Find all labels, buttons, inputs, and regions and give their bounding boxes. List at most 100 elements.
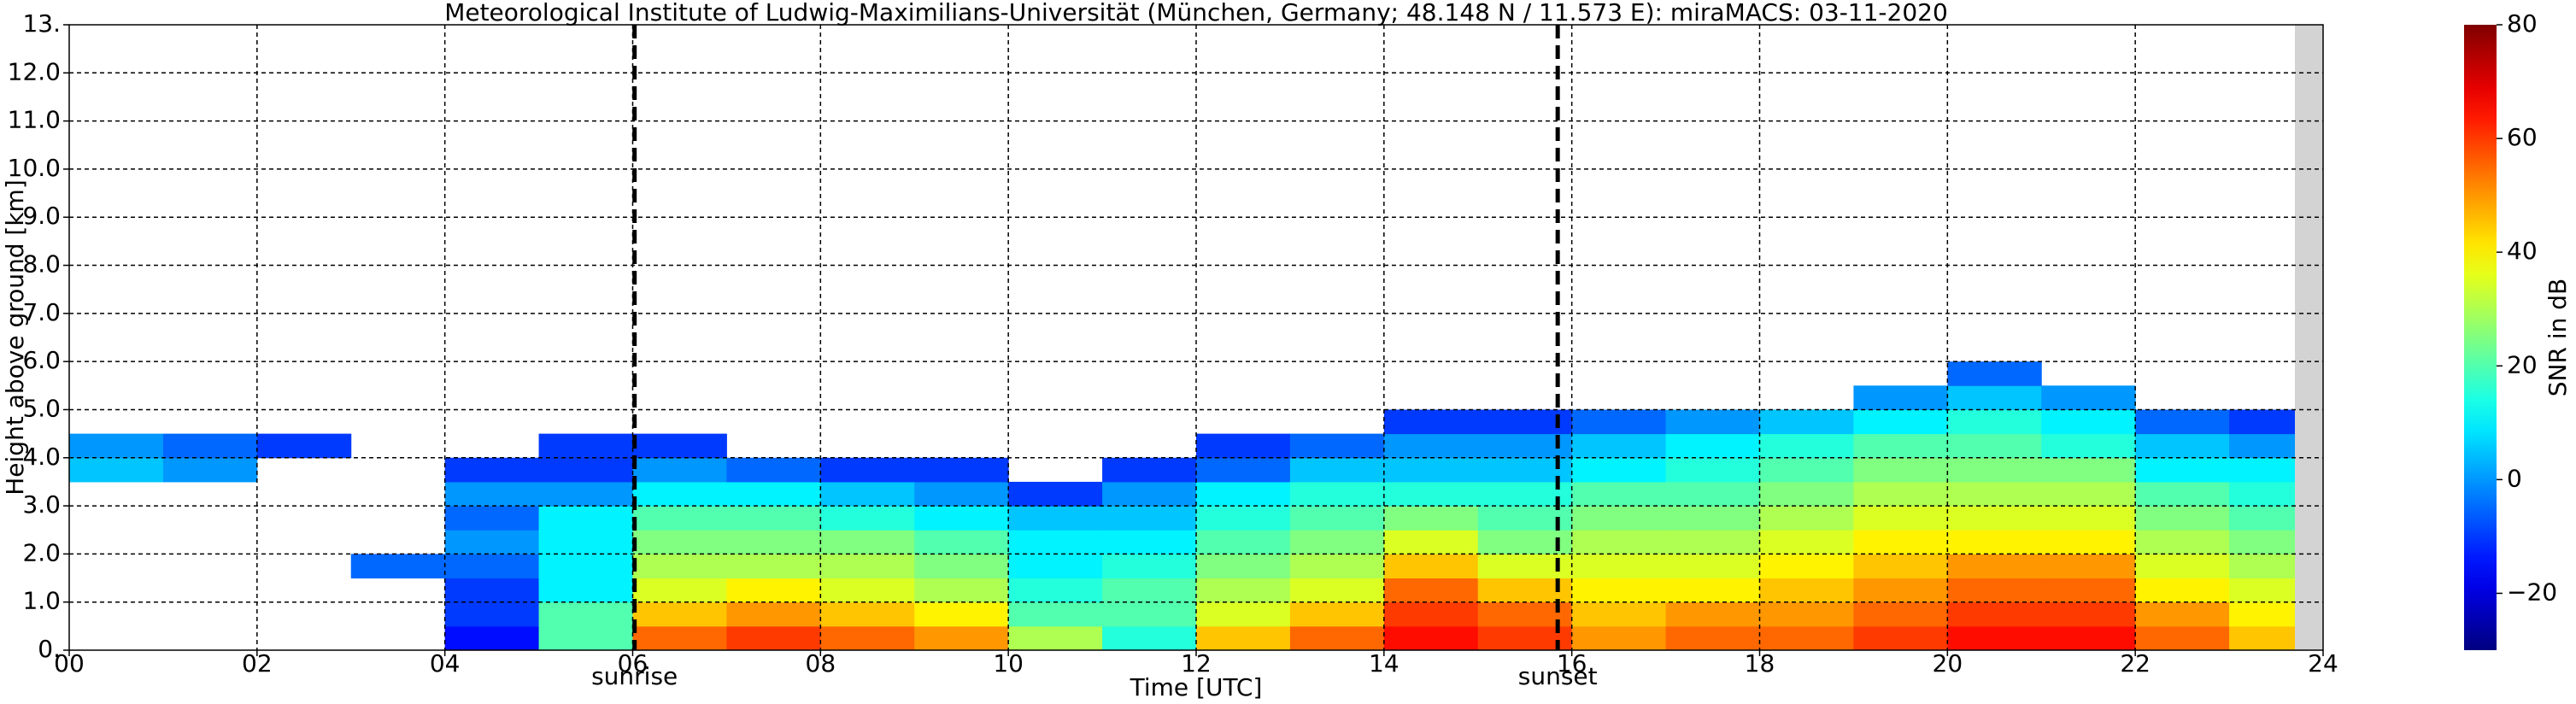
x-tick-label: 22 xyxy=(2120,649,2151,678)
heatmap-cell xyxy=(1196,506,1291,531)
annotation-label: sunset xyxy=(1518,662,1598,690)
colorbar-tick-label: −20 xyxy=(2507,578,2557,606)
heatmap-cell xyxy=(914,530,1009,554)
heatmap-cell xyxy=(538,578,633,603)
heatmap-cell xyxy=(1008,506,1103,531)
heatmap-cell xyxy=(820,601,915,627)
heatmap-cell xyxy=(820,578,915,603)
chart-title: Meteorological Institute of Ludwig-Maxim… xyxy=(444,0,1948,26)
heatmap-cell xyxy=(1008,481,1103,507)
heatmap-cell xyxy=(2135,578,2230,603)
heatmap-cell xyxy=(1383,554,1479,579)
x-tick-label: 02 xyxy=(242,649,273,678)
heatmap-cell xyxy=(1947,457,2042,483)
heatmap-cell xyxy=(2041,530,2136,554)
heatmap-cell xyxy=(820,554,915,579)
heatmap-cell xyxy=(1008,578,1103,603)
heatmap-cell xyxy=(1102,554,1197,579)
heatmap-cell xyxy=(726,554,821,579)
x-axis-label: Time [UTC] xyxy=(1130,673,1263,701)
heatmap-cell xyxy=(1571,481,1667,507)
heatmap-cell xyxy=(1947,361,2042,386)
heatmap-cell xyxy=(1383,481,1479,507)
heatmap-cell xyxy=(444,530,540,554)
y-tick-label: 4.0 xyxy=(22,443,61,471)
x-tick-label: 18 xyxy=(1745,649,1775,678)
heatmap-cell xyxy=(1759,433,1854,459)
heatmap-cell xyxy=(1571,457,1667,483)
heatmap-cell xyxy=(1289,601,1385,627)
heatmap-cell xyxy=(444,506,540,531)
heatmap-cell xyxy=(1947,554,2042,579)
heatmap-cell xyxy=(1102,457,1197,483)
heatmap-cell xyxy=(1853,506,1948,531)
heatmap-cell xyxy=(1947,481,2042,507)
heatmap-cell xyxy=(820,481,915,507)
heatmap-cell xyxy=(1853,409,1948,435)
plot-frame xyxy=(68,24,2324,651)
heatmap-cell xyxy=(1571,601,1667,627)
heatmap-cell xyxy=(444,554,540,579)
y-tick-label: 10.0 xyxy=(8,154,61,182)
heatmap-cell xyxy=(1289,625,1385,651)
y-tick-label: 5.0 xyxy=(22,394,61,422)
x-tick-label: 14 xyxy=(1369,649,1399,678)
heatmap-cell xyxy=(1853,601,1948,627)
heatmap-cell xyxy=(2041,433,2136,459)
heatmap-cell xyxy=(1947,601,2042,627)
heatmap-cell xyxy=(1759,601,1854,627)
colorbar-label: SNR in dB xyxy=(2544,279,2572,396)
heatmap-cell xyxy=(1383,578,1479,603)
heatmap-cell xyxy=(1008,625,1103,651)
no-data-region xyxy=(2295,25,2323,650)
heatmap-cell xyxy=(444,625,540,651)
heatmap-cell xyxy=(1196,554,1291,579)
heatmap-cell xyxy=(1571,409,1667,435)
heatmap-cell xyxy=(1196,601,1291,627)
heatmap-cell xyxy=(1289,457,1385,483)
heatmap-cell xyxy=(1102,530,1197,554)
heatmap-cell xyxy=(538,554,633,579)
heatmap-cell xyxy=(726,578,821,603)
y-tick-label: 11.0 xyxy=(8,106,61,134)
heatmap-cell xyxy=(2041,506,2136,531)
heatmap-cell xyxy=(538,601,633,627)
heatmap-cell xyxy=(2135,530,2230,554)
heatmap-cell xyxy=(1571,506,1667,531)
heatmap-cell xyxy=(1759,554,1854,579)
heatmap-cell xyxy=(2135,481,2230,507)
heatmap-cell xyxy=(1571,625,1667,651)
heatmap-cell xyxy=(2135,601,2230,627)
heatmap-cell xyxy=(1289,554,1385,579)
heatmap-cell xyxy=(1008,601,1103,627)
heatmap xyxy=(69,361,2324,651)
colorbar xyxy=(2464,25,2497,650)
heatmap-cell xyxy=(1196,578,1291,603)
x-tick-label: 06 xyxy=(618,649,648,678)
heatmap-cell xyxy=(1571,530,1667,554)
heatmap-cell xyxy=(820,506,915,531)
heatmap-cell xyxy=(2041,554,2136,579)
heatmap-cell xyxy=(1196,457,1291,483)
heatmap-cell xyxy=(1383,530,1479,554)
heatmap-cell xyxy=(162,433,258,459)
heatmap-cell xyxy=(69,433,164,459)
colorbar-tick-label: 80 xyxy=(2507,9,2538,38)
heatmap-cell xyxy=(1759,530,1854,554)
heatmap-cell xyxy=(726,601,821,627)
heatmap-cell xyxy=(2041,601,2136,627)
y-tick-label: 3.0 xyxy=(22,490,61,519)
heatmap-cell xyxy=(538,481,633,507)
heatmap-cell xyxy=(1853,433,1948,459)
heatmap-cell xyxy=(632,578,727,603)
colorbar-tick-label: 0 xyxy=(2507,464,2522,492)
heatmap-cell xyxy=(1383,457,1479,483)
colorbar-tick-label: 20 xyxy=(2507,350,2538,378)
y-tick-label: 0. xyxy=(38,635,61,663)
heatmap-cell xyxy=(820,530,915,554)
heatmap-cell xyxy=(2041,625,2136,651)
y-tick-label: 1.0 xyxy=(22,587,61,615)
heatmap-cell xyxy=(1665,554,1760,579)
heatmap-cell xyxy=(1947,409,2042,435)
heatmap-cell xyxy=(1947,506,2042,531)
